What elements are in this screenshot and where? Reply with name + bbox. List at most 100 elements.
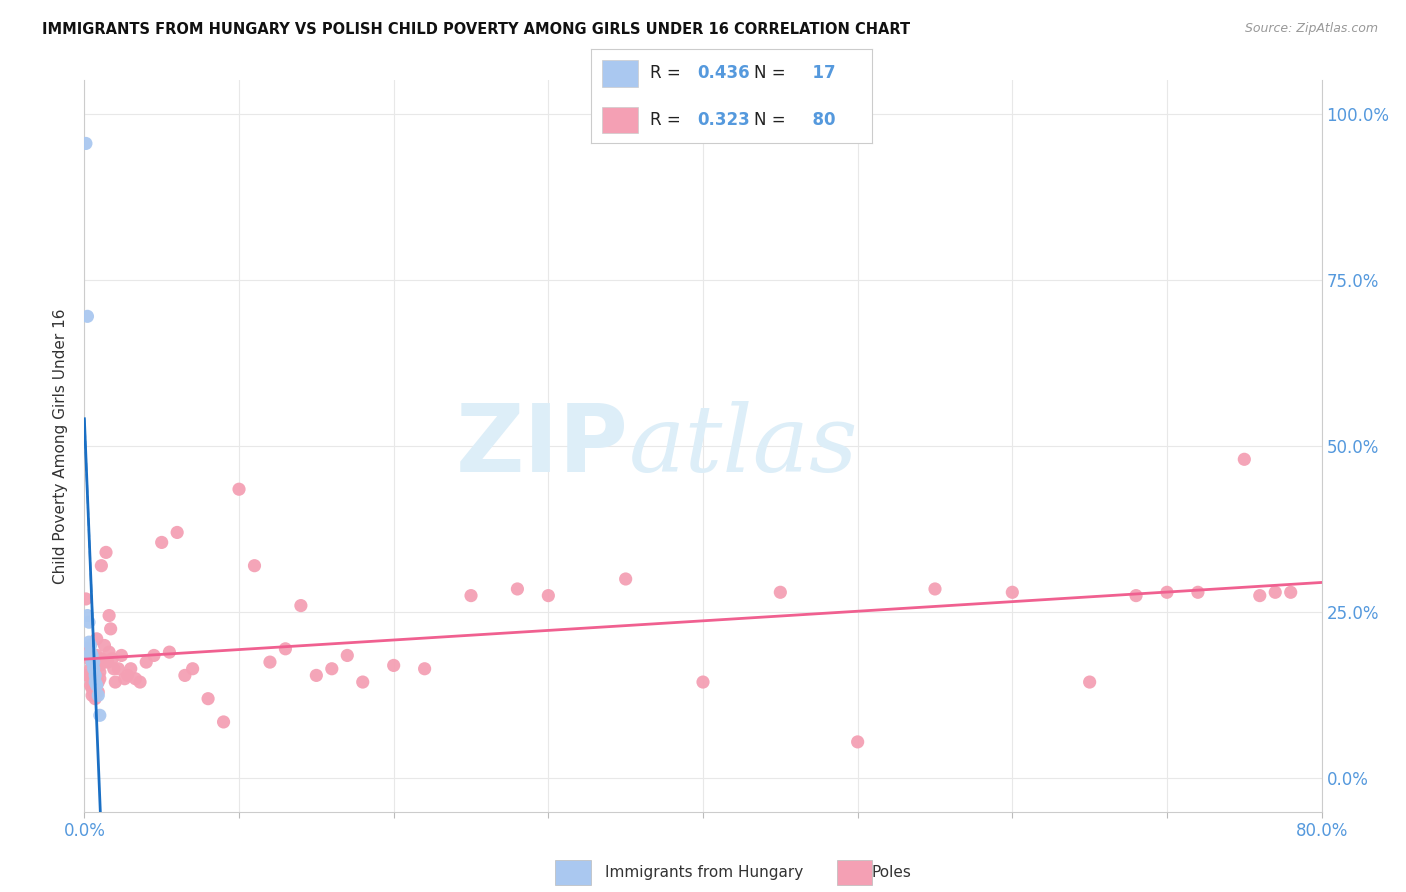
Point [114, 672, 136, 686]
Point [336, 648, 359, 663]
Point [413, 662, 436, 676]
Text: 80: 80 [801, 111, 837, 128]
Point [159, 645, 181, 659]
Point [97, 655, 120, 669]
Point [506, 582, 529, 596]
Point [84, 668, 107, 682]
Text: Immigrants from Hungary: Immigrants from Hungary [605, 865, 803, 880]
Point [89, 658, 111, 673]
Point [352, 675, 374, 690]
Point [79, 662, 101, 676]
Point [614, 572, 637, 586]
Point [197, 691, 219, 706]
Point [82, 655, 104, 669]
Point [89, 708, 111, 723]
Point [90, 558, 112, 573]
Point [101, 652, 124, 666]
Point [89, 672, 111, 686]
Text: IMMIGRANTS FROM HUNGARY VS POLISH CHILD POVERTY AMONG GIRLS UNDER 16 CORRELATION: IMMIGRANTS FROM HUNGARY VS POLISH CHILD … [42, 22, 910, 37]
Point [84, 675, 107, 690]
Point [243, 558, 266, 573]
Point [90, 652, 112, 666]
Point [94, 545, 117, 559]
Point [84, 685, 107, 699]
Point [120, 662, 142, 676]
Point [77, 652, 100, 666]
Point [86, 648, 108, 663]
Point [87, 689, 110, 703]
Point [82, 681, 104, 696]
Point [769, 585, 792, 599]
Point [117, 668, 139, 682]
Point [129, 675, 152, 690]
Point [98, 645, 121, 659]
Point [124, 672, 146, 686]
Text: N =: N = [754, 111, 790, 128]
Point [83, 678, 105, 692]
Point [86, 678, 108, 692]
Point [143, 648, 166, 663]
Point [75, 591, 97, 606]
Point [846, 735, 869, 749]
Point [87, 685, 110, 699]
Point [103, 662, 125, 676]
Point [110, 648, 132, 663]
Point [1125, 589, 1147, 603]
Point [1279, 585, 1302, 599]
Point [84, 691, 107, 706]
Point [79, 648, 101, 663]
Point [87, 675, 110, 690]
Point [537, 589, 560, 603]
Text: N =: N = [754, 64, 790, 82]
Point [692, 675, 714, 690]
Point [100, 622, 122, 636]
Point [76, 668, 98, 682]
Point [83, 685, 105, 699]
Point [77, 668, 100, 682]
Text: 17: 17 [801, 64, 837, 82]
Point [82, 689, 104, 703]
Point [79, 645, 101, 659]
Point [1249, 589, 1271, 603]
Point [77, 615, 100, 630]
Point [181, 662, 204, 676]
Point [228, 482, 250, 496]
Point [135, 655, 157, 669]
Point [174, 668, 197, 682]
Text: Source: ZipAtlas.com: Source: ZipAtlas.com [1244, 22, 1378, 36]
Point [150, 535, 173, 549]
Point [305, 668, 328, 682]
Point [86, 655, 108, 669]
Text: atlas: atlas [628, 401, 858, 491]
Point [76, 641, 98, 656]
Point [82, 648, 104, 663]
Point [212, 714, 235, 729]
Y-axis label: Child Poverty Among Girls Under 16: Child Poverty Among Girls Under 16 [53, 309, 69, 583]
Point [76, 310, 98, 324]
Point [1078, 675, 1101, 690]
Point [460, 589, 482, 603]
Point [93, 639, 115, 653]
Point [166, 525, 188, 540]
Point [89, 665, 111, 679]
Point [83, 662, 105, 676]
Point [83, 655, 105, 669]
Point [382, 658, 405, 673]
Text: R =: R = [650, 111, 686, 128]
Point [259, 655, 281, 669]
Point [79, 639, 101, 653]
Text: 0.323: 0.323 [697, 111, 751, 128]
Text: 0.436: 0.436 [697, 64, 749, 82]
Point [1001, 585, 1024, 599]
Text: Poles: Poles [872, 865, 911, 880]
Bar [602, 61, 638, 87]
Point [91, 655, 114, 669]
Point [86, 632, 108, 646]
Text: R =: R = [650, 64, 686, 82]
Point [98, 608, 121, 623]
Point [104, 675, 127, 690]
Point [84, 675, 107, 690]
Point [83, 662, 105, 676]
Point [1233, 452, 1256, 467]
Text: ZIP: ZIP [456, 400, 628, 492]
